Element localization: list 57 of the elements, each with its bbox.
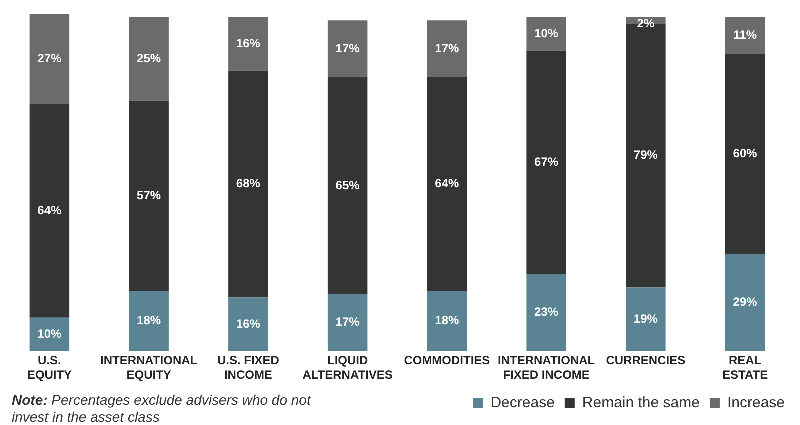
data-label: 25% [137,51,162,66]
legend-label: Increase [727,394,786,412]
bar [30,104,70,318]
bar [526,274,566,352]
data-label: 23% [534,305,559,320]
bar [427,291,468,352]
data-label: 10% [38,326,62,341]
legend-label: Decrease [490,394,555,412]
bar [228,70,268,298]
bar [328,77,368,294]
data-label: 17% [336,315,360,330]
data-label: 67% [534,154,559,169]
x-tick-label: CURRENCIES [606,354,686,368]
bar [328,20,368,78]
x-tick-label: INTERNATIONAL EQUITY [100,354,198,382]
bar [725,254,766,352]
data-label: 64% [38,203,62,218]
data-label: 64% [435,176,460,191]
bar [30,14,70,104]
data-label: 60% [733,146,758,161]
data-label: 29% [733,295,758,310]
data-label: 16% [236,36,261,50]
bar [328,294,368,352]
x-tick-label: U.S. EQUITY [27,354,72,382]
bar [228,298,268,352]
data-label: 10% [534,26,559,40]
x-tick-label: LIQUID ALTERNATIVES [302,354,393,382]
bar [526,17,566,51]
text: Note: Percentages exclude advisers who do not invest in the asset class [12,392,312,425]
data-label: 2% [637,16,655,31]
legend-label: Remain the same [582,394,700,412]
bar [129,100,169,292]
bar [725,17,766,54]
bar [427,20,468,78]
bar [228,17,268,71]
data-label: 18% [435,313,460,328]
data-label: 79% [634,148,658,162]
bar [725,54,766,254]
x-tick-label: U.S. FIXED INCOME [217,354,280,382]
x-tick-label: COMMODITIES [404,354,490,368]
data-label: 11% [734,28,758,42]
bar [427,77,468,292]
x-tick-label: REAL ESTATE [722,354,768,382]
data-label: 65% [336,178,360,192]
data-label: 17% [435,41,460,56]
data-label: 68% [236,176,261,191]
data-label: 16% [236,316,261,331]
data-label: 57% [137,188,162,202]
bar [526,50,566,274]
bar [129,17,169,101]
data-label: 17% [336,41,360,56]
bar [626,288,666,352]
bar [129,291,169,352]
data-label: 18% [137,313,162,328]
data-label: 19% [634,312,658,326]
x-tick-label: INTERNATIONAL FIXED INCOME [498,354,596,382]
data-label: 27% [38,51,62,66]
